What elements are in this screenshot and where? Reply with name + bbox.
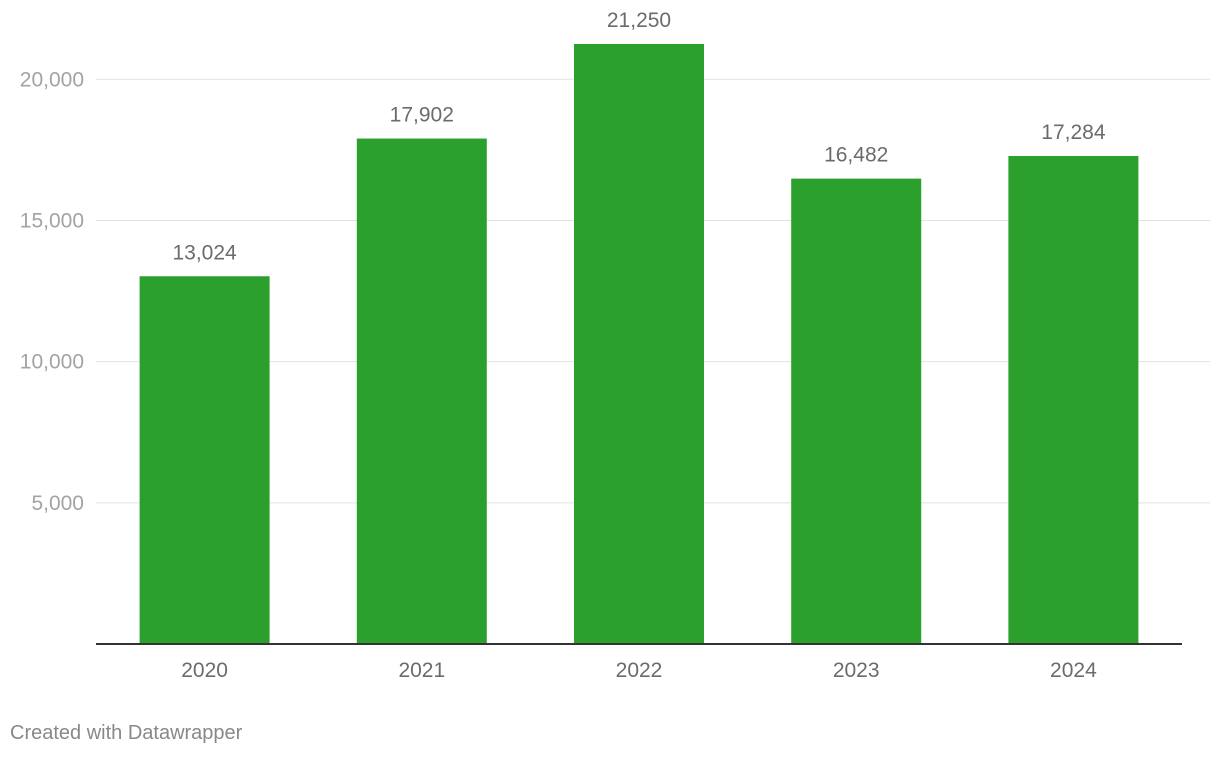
y-tick-label: 10,000 [20, 351, 84, 374]
x-tick-label: 2020 [181, 659, 228, 682]
x-axis-ticks: 2020 2021 2022 2023 2024 [181, 659, 1097, 682]
bar-2023 [791, 178, 922, 644]
data-label: 17,284 [1041, 121, 1106, 144]
y-tick-label: 15,000 [20, 209, 84, 232]
bar-chart: 5,000 10,000 15,000 20,000 13,024 17,902 21,2… [20, 9, 1210, 682]
x-tick-label: 2023 [833, 659, 880, 682]
x-tick-label: 2024 [1050, 659, 1097, 682]
y-axis-ticks: 5,000 10,000 15,000 20,000 [20, 68, 84, 515]
credit-text: Created with Datawrapper [10, 722, 243, 744]
bar-2024 [1008, 155, 1139, 644]
data-label: 17,902 [390, 104, 454, 127]
data-label: 21,250 [607, 9, 671, 32]
y-tick-label: 5,000 [31, 492, 84, 515]
bar-2021 [356, 138, 487, 644]
data-label: 16,482 [824, 144, 888, 167]
data-label: 13,024 [172, 241, 237, 264]
x-tick-label: 2022 [616, 659, 663, 682]
data-labels: 13,024 17,902 21,250 16,482 17,284 [172, 9, 1105, 264]
bar-2020 [139, 276, 270, 644]
y-tick-label: 20,000 [20, 68, 84, 91]
x-tick-label: 2021 [398, 659, 445, 682]
bars [139, 44, 1139, 644]
bar-2022 [574, 44, 704, 644]
